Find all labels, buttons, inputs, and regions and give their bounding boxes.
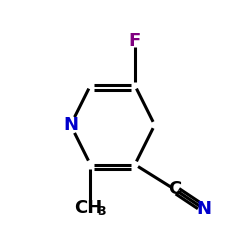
Text: N: N <box>196 200 212 218</box>
Text: F: F <box>129 32 141 50</box>
Text: N: N <box>63 116 78 134</box>
Text: CH: CH <box>74 199 102 217</box>
Text: C: C <box>168 180 181 198</box>
Text: 3: 3 <box>97 205 106 218</box>
